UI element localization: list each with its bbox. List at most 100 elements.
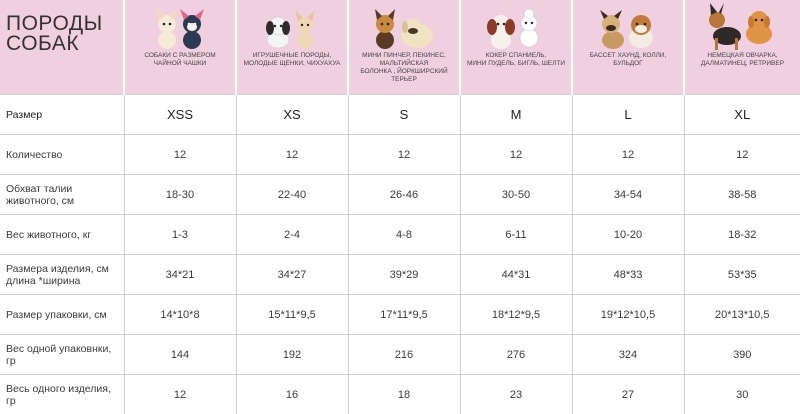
table-row: Вес одной упаковнки,гр 144 192 216 276 3… xyxy=(0,335,800,375)
row-label: Весь одного изделия,гр xyxy=(0,375,124,414)
table-cell: 192 xyxy=(236,335,348,375)
table-cell: 2-4 xyxy=(236,215,348,255)
table-cell: 30 xyxy=(684,375,800,414)
row-label-line: длина *ширина xyxy=(6,275,124,287)
row-label-line: Количество xyxy=(6,149,124,161)
table-cell: 12 xyxy=(236,135,348,175)
breed-line: Немецкая овчарка, xyxy=(688,52,797,60)
chihuahua-icon xyxy=(152,6,208,52)
size-cell: XL xyxy=(684,95,800,135)
size-cell: XSS xyxy=(124,95,236,135)
table-cell: 26-46 xyxy=(348,175,460,215)
breed-line: болонка , йоркширский терьер xyxy=(352,68,456,84)
title-cell: ПОРОДЫ СОБАК xyxy=(0,0,124,95)
row-label-line: Вес одной упаковнки, xyxy=(6,343,124,355)
table-row: Размер упаковки, см 14*10*8 15*11*9,5 17… xyxy=(0,295,800,335)
table-cell: 18*12*9,5 xyxy=(460,295,572,335)
breed-list: Бассет хаунд, колли, бульдог xyxy=(573,52,683,68)
dogs-illustration xyxy=(125,0,235,52)
table-cell: 16 xyxy=(236,375,348,414)
breed-cell-l: Бассет хаунд, колли, бульдог xyxy=(572,0,684,95)
table-cell: 34*21 xyxy=(124,255,236,295)
table-cell: 38-58 xyxy=(684,175,800,215)
breed-line: Мини пинчер, пекинес, мальтийская xyxy=(352,52,456,68)
table-cell: 18-30 xyxy=(124,175,236,215)
title-line-2: СОБАК xyxy=(6,34,123,54)
size-cell: S xyxy=(348,95,460,135)
row-label: Размер упаковки, см xyxy=(0,295,124,335)
table-cell: 18 xyxy=(348,375,460,414)
row-label-line: гр xyxy=(6,355,124,367)
row-label-line: животного, см xyxy=(6,195,124,207)
table-cell: 1-3 xyxy=(124,215,236,255)
breed-line: Собаки с размером xyxy=(128,52,232,60)
table-cell: 12 xyxy=(124,375,236,414)
breed-cell-xl: Немецкая овчарка, далматинец, ретривер xyxy=(684,0,800,95)
size-cell: M xyxy=(460,95,572,135)
table-cell: 144 xyxy=(124,335,236,375)
table-cell: 12 xyxy=(572,135,684,175)
breed-cell-xss: Собаки с размером чайной чашки xyxy=(124,0,236,95)
size-cell: XS xyxy=(236,95,348,135)
title-line-1: ПОРОДЫ xyxy=(6,14,123,34)
medium-dogs-icon xyxy=(483,6,549,52)
breed-cell-xs: Игрушечные породы, молодые щенки, чихуах… xyxy=(236,0,348,95)
row-label: Вес животного, кг xyxy=(0,215,124,255)
row-label: Вес одной упаковнки,гр xyxy=(0,335,124,375)
breed-list: Собаки с размером чайной чашки xyxy=(125,52,235,68)
breed-list: Мини пинчер, пекинес, мальтийская болонк… xyxy=(349,52,459,84)
table-cell: 14*10*8 xyxy=(124,295,236,335)
table-cell: 39*29 xyxy=(348,255,460,295)
table-cell: 12 xyxy=(124,135,236,175)
header-row: ПОРОДЫ СОБАК Собаки с размер xyxy=(0,0,800,95)
size-row: Размер XSS XS S M L XL xyxy=(0,95,800,135)
table-cell: 17*11*9,5 xyxy=(348,295,460,335)
row-label-line: Обхват талии xyxy=(6,183,124,195)
table-row: Весь одного изделия,гр 12 16 18 23 27 30 xyxy=(0,375,800,414)
table-cell: 12 xyxy=(348,135,460,175)
table-cell: 19*12*10,5 xyxy=(572,295,684,335)
row-label-line: Размер упаковки, см xyxy=(6,309,124,321)
toy-dogs-icon xyxy=(261,6,323,52)
row-label: Размер xyxy=(0,95,124,135)
breed-line: Игрушечные породы, xyxy=(240,52,344,60)
table-cell: 48*33 xyxy=(572,255,684,295)
table-cell: 216 xyxy=(348,335,460,375)
table-cell: 12 xyxy=(684,135,800,175)
breed-list: Немецкая овчарка, далматинец, ретривер xyxy=(685,52,800,68)
table-cell: 34*27 xyxy=(236,255,348,295)
dogs-illustration xyxy=(461,0,571,52)
table-cell: 324 xyxy=(572,335,684,375)
breed-line: Бассет хаунд, колли, xyxy=(576,52,680,60)
table-row: Вес животного, кг 1-3 2-4 4-8 6-11 10-20… xyxy=(0,215,800,255)
breed-list: Кокер спаниель, мини пудель, бигль, шелт… xyxy=(461,52,571,68)
dogs-illustration xyxy=(349,0,459,52)
page-title: ПОРОДЫ СОБАК xyxy=(6,14,123,54)
breed-line: чайной чашки xyxy=(128,60,232,68)
breed-cell-s: Мини пинчер, пекинес, мальтийская болонк… xyxy=(348,0,460,95)
large-dogs-icon xyxy=(595,6,661,52)
breed-line: молодые щенки, чихуахуа xyxy=(240,60,344,68)
table-cell: 27 xyxy=(572,375,684,414)
size-cell: L xyxy=(572,95,684,135)
dogs-illustration xyxy=(573,0,683,52)
breed-line: далматинец, ретривер xyxy=(688,60,797,68)
table-cell: 15*11*9,5 xyxy=(236,295,348,335)
table-cell: 4-8 xyxy=(348,215,460,255)
table-cell: 10-20 xyxy=(572,215,684,255)
breed-cell-m: Кокер спаниель, мини пудель, бигль, шелт… xyxy=(460,0,572,95)
xl-dogs-icon xyxy=(705,2,781,52)
table-cell: 34-54 xyxy=(572,175,684,215)
table-cell: 390 xyxy=(684,335,800,375)
table-cell: 276 xyxy=(460,335,572,375)
dogs-illustration xyxy=(237,0,347,52)
table-cell: 22-40 xyxy=(236,175,348,215)
table-cell: 23 xyxy=(460,375,572,414)
table-cell: 44*31 xyxy=(460,255,572,295)
table-cell: 20*13*10,5 xyxy=(684,295,800,335)
table-cell: 6-11 xyxy=(460,215,572,255)
dogs-illustration xyxy=(685,0,800,52)
table-cell: 30-50 xyxy=(460,175,572,215)
